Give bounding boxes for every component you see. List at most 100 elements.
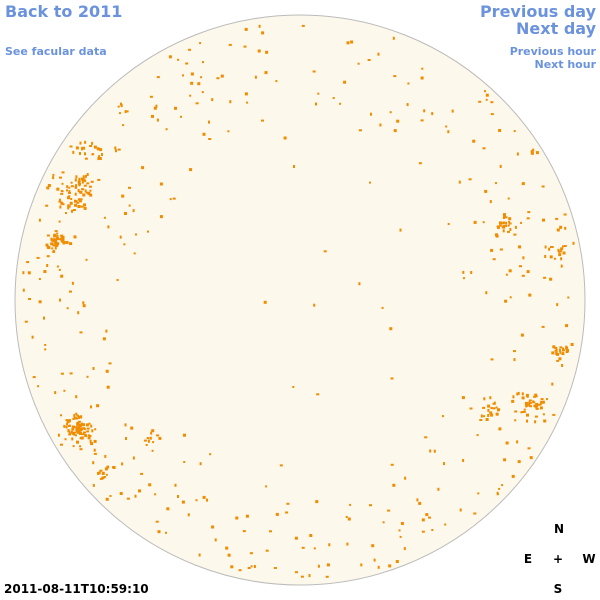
facula-speck xyxy=(88,434,90,437)
facula-speck xyxy=(79,141,82,145)
facula-speck xyxy=(93,448,96,452)
facula-speck xyxy=(62,203,65,206)
facula-speck xyxy=(83,431,86,434)
facula-speck xyxy=(530,151,534,155)
facula-speck xyxy=(257,49,261,53)
next-hour-link[interactable]: Next hour xyxy=(534,58,597,71)
facula-speck xyxy=(68,192,71,194)
facula-speck xyxy=(421,518,425,522)
facula-speck xyxy=(46,186,50,190)
facula-speck xyxy=(521,274,525,277)
facula-speck xyxy=(511,474,515,478)
facula-speck xyxy=(227,553,231,557)
facula-speck xyxy=(112,466,116,469)
facula-speck xyxy=(463,277,465,280)
facula-speck xyxy=(209,453,212,456)
facula-speck xyxy=(421,530,425,533)
facula-speck xyxy=(22,271,25,275)
facula-speck xyxy=(459,508,462,512)
facula-speck xyxy=(63,241,66,244)
facula-speck xyxy=(165,531,167,534)
facula-speck xyxy=(542,400,545,404)
previous-day-link[interactable]: Previous day xyxy=(479,2,596,21)
facula-speck xyxy=(208,120,210,124)
facula-speck xyxy=(81,188,84,191)
facula-speck xyxy=(275,512,279,516)
facula-speck xyxy=(195,102,199,105)
facula-speck xyxy=(513,233,517,236)
facula-speck xyxy=(275,80,278,83)
facula-speck xyxy=(360,563,363,567)
facula-speck xyxy=(81,433,85,436)
facula-speck xyxy=(529,405,532,408)
facula-speck xyxy=(529,456,533,460)
facula-speck xyxy=(98,155,101,159)
facular-link[interactable]: See facular data xyxy=(5,45,107,58)
facula-speck xyxy=(165,128,168,131)
facula-speck xyxy=(540,400,544,404)
facula-speck xyxy=(513,358,516,362)
facula-speck xyxy=(242,530,246,533)
facula-speck xyxy=(86,430,90,433)
facula-speck xyxy=(265,549,269,552)
facula-speck xyxy=(141,166,145,170)
facula-speck xyxy=(102,337,106,341)
facula-speck xyxy=(487,408,490,412)
facula-speck xyxy=(502,217,505,219)
facula-speck xyxy=(514,225,517,229)
facula-speck xyxy=(433,449,436,453)
facula-speck xyxy=(503,225,506,227)
facula-speck xyxy=(105,369,109,373)
facula-speck xyxy=(553,257,556,260)
facula-speck xyxy=(67,429,70,431)
facula-speck xyxy=(54,230,58,233)
facula-speck xyxy=(245,514,249,518)
facula-speck xyxy=(400,522,404,525)
facula-speck xyxy=(172,197,176,200)
facula-speck xyxy=(105,497,109,501)
facula-speck xyxy=(541,185,545,188)
facula-speck xyxy=(76,424,79,427)
facula-speck xyxy=(398,529,401,532)
facula-speck xyxy=(169,198,172,201)
facula-speck xyxy=(315,102,317,106)
facula-speck xyxy=(71,425,75,428)
facula-speck xyxy=(520,333,524,337)
facula-speck xyxy=(420,119,424,122)
facula-speck xyxy=(32,376,36,379)
facula-speck xyxy=(86,182,90,185)
facula-speck xyxy=(79,331,83,334)
facula-speck xyxy=(261,31,265,35)
facula-speck xyxy=(77,427,81,430)
facula-speck xyxy=(70,198,73,200)
facula-speck xyxy=(492,258,496,261)
facula-speck xyxy=(528,401,531,405)
facula-speck xyxy=(61,171,65,174)
facula-speck xyxy=(83,203,86,207)
facula-speck xyxy=(79,190,83,194)
facula-speck xyxy=(292,386,295,388)
facula-speck xyxy=(392,483,396,487)
facula-speck xyxy=(445,125,448,128)
compass-center: + xyxy=(552,552,564,566)
facula-speck xyxy=(202,132,206,136)
facula-speck xyxy=(70,181,73,184)
facula-speck xyxy=(77,189,80,192)
facula-speck xyxy=(92,483,95,487)
facula-speck xyxy=(473,512,477,515)
facula-speck xyxy=(149,95,153,98)
facula-speck xyxy=(106,385,110,389)
facula-speck xyxy=(293,165,295,168)
facula-speck xyxy=(61,190,64,193)
facula-speck xyxy=(78,183,81,186)
facula-speck xyxy=(147,230,149,233)
facula-speck xyxy=(484,90,486,93)
back-link[interactable]: Back to 2011 xyxy=(5,2,123,21)
solar-disk xyxy=(14,14,586,586)
previous-hour-link[interactable]: Previous hour xyxy=(509,45,596,58)
facula-speck xyxy=(84,157,88,160)
facula-speck xyxy=(279,464,283,467)
facula-speck xyxy=(58,220,61,223)
next-day-link[interactable]: Next day xyxy=(516,19,596,38)
facula-speck xyxy=(473,220,477,224)
